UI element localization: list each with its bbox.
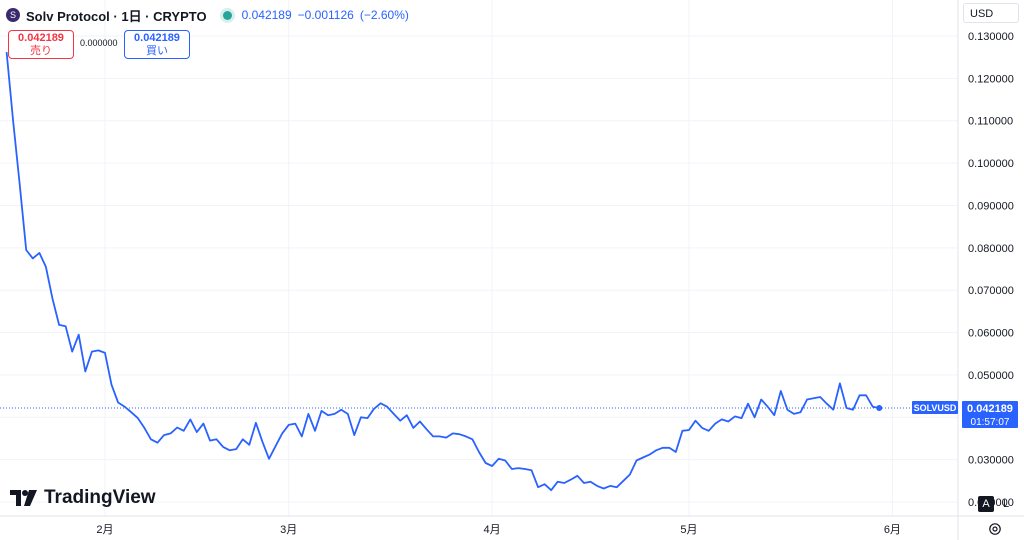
- y-tick-label: 0.050000: [968, 370, 1014, 382]
- quote-price: 0.042189: [241, 8, 292, 22]
- x-tick-label: 6月: [884, 524, 901, 536]
- buy-label: 買い: [146, 45, 168, 57]
- y-tick-label: 0.120000: [968, 73, 1014, 85]
- quote-change: −0.001126: [297, 8, 354, 22]
- buy-price: 0.042189: [134, 32, 180, 44]
- market-status-icon[interactable]: [222, 10, 232, 20]
- x-tick-label: 5月: [680, 524, 697, 536]
- symbol-title[interactable]: Solv Protocol · 1日 · CRYPTO: [26, 8, 207, 24]
- solv-logo-icon: S: [6, 8, 20, 22]
- currency-selector[interactable]: USD: [963, 3, 1019, 23]
- x-tick-label: 3月: [280, 524, 297, 536]
- y-tick-label: 0.090000: [968, 200, 1014, 212]
- y-tick-label: 0.130000: [968, 31, 1014, 43]
- x-tick-label: 4月: [484, 524, 501, 536]
- sell-price: 0.042189: [18, 32, 64, 44]
- tradingview-icon: [10, 490, 37, 506]
- tradingview-logo-text: TradingView: [44, 487, 156, 508]
- buy-button[interactable]: 0.042189 買い: [124, 30, 190, 59]
- y-tick-label: 0.080000: [968, 243, 1014, 255]
- y-tick-label: 0.030000: [968, 455, 1014, 467]
- quote-change-percent: (−2.60%): [359, 8, 409, 22]
- log-scale-button[interactable]: L: [1002, 498, 1010, 510]
- spread-value: 0.000000: [80, 38, 118, 48]
- symbol-header: S Solv Protocol · 1日 · CRYPTO 0.042189 −…: [6, 5, 409, 25]
- y-tick-label: 0.060000: [968, 328, 1014, 340]
- settings-gear-icon[interactable]: [988, 522, 1002, 536]
- symbol-label: SOLVUSD: [914, 403, 957, 413]
- sell-label: 売り: [30, 45, 52, 57]
- y-tick-label: 0.110000: [968, 116, 1013, 128]
- x-tick-label: 2月: [96, 524, 113, 536]
- tradingview-logo[interactable]: TradingView: [10, 487, 156, 509]
- y-tick-label: 0.070000: [968, 285, 1014, 297]
- countdown-label: 01:57:07: [971, 417, 1010, 428]
- last-price-label: 0.042189: [967, 403, 1013, 415]
- symbol-label-box: [912, 401, 958, 415]
- last-price-dot: [876, 404, 883, 411]
- auto-scale-button[interactable]: A: [978, 496, 994, 512]
- last-price-label-box: [962, 401, 1018, 429]
- sell-button[interactable]: 0.042189 売り: [8, 30, 74, 59]
- y-tick-label: 0.100000: [968, 158, 1014, 170]
- price-series-line[interactable]: [5, 52, 880, 492]
